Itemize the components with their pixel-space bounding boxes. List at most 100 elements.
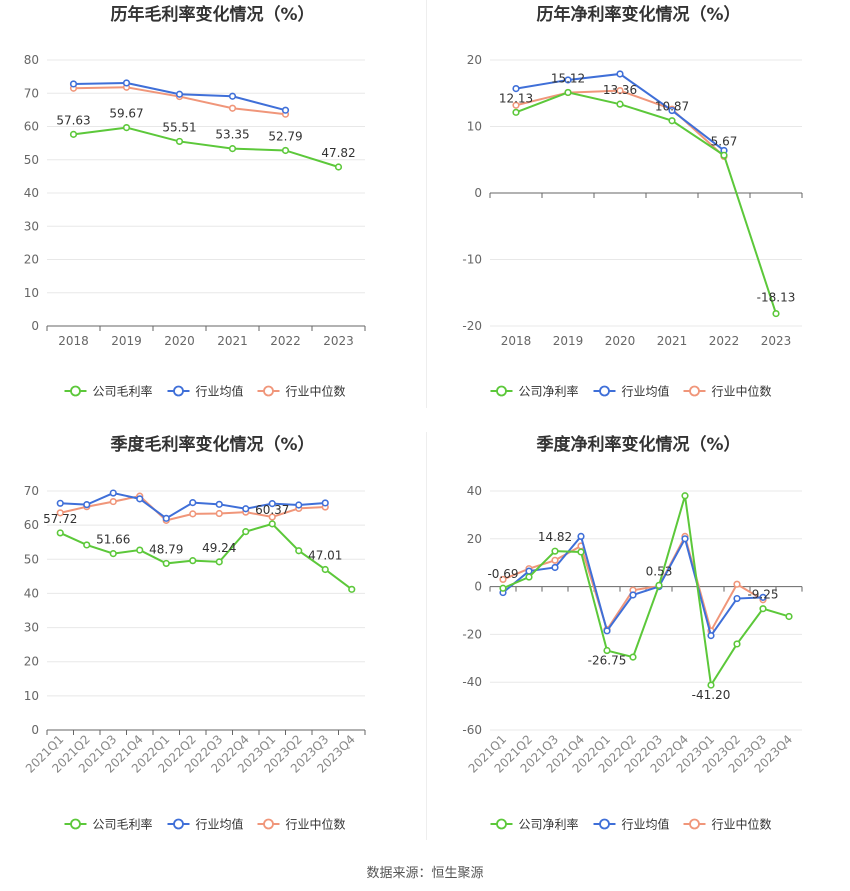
point-average [242, 505, 250, 513]
legend-item-median: 行业中位数 [257, 384, 346, 399]
data-label: -18.13 [757, 291, 796, 305]
chart-title: 历年毛利率变化情况（%） [110, 4, 314, 25]
legend-swatch-marker [263, 818, 274, 830]
legend-swatch-marker [70, 385, 81, 397]
legend-label: 行业均值 [196, 384, 244, 399]
y-tick-label: 40 [467, 484, 482, 498]
point-average [681, 535, 689, 543]
point-company [334, 163, 343, 171]
legend-label: 行业均值 [622, 817, 670, 832]
point-average [525, 567, 533, 575]
y-tick-label: 20 [24, 655, 39, 669]
point-average [122, 79, 131, 87]
point-company [136, 546, 144, 554]
point-company [69, 130, 78, 138]
point-median [616, 86, 624, 95]
point-company [772, 309, 780, 318]
y-tick-label: 30 [24, 219, 39, 233]
chart-title: 季度净利率变化情况（%） [536, 434, 740, 455]
data-label: 48.79 [149, 542, 183, 556]
point-average [564, 76, 572, 84]
point-company [215, 558, 223, 566]
data-label: 10.87 [655, 100, 689, 114]
point-company [268, 520, 276, 528]
y-tick-label: 20 [467, 53, 482, 67]
data-label: 5.67 [711, 134, 738, 148]
y-tick-label: -10 [462, 253, 482, 267]
chart-quarterly-gross: 季度毛利率变化情况（%）0102030405060702021Q12021Q22… [23, 434, 366, 832]
point-company [189, 557, 197, 565]
data-label: 59.67 [109, 107, 143, 121]
point-average [707, 631, 715, 640]
legend-item-average: 行业均值 [167, 384, 244, 399]
data-label: 51.66 [96, 533, 130, 547]
legend-label: 行业均值 [622, 384, 670, 399]
legend-swatch-marker [496, 818, 507, 830]
chart-quarterly-net: 季度净利率变化情况（%）-60-40-20020402021Q12021Q220… [462, 434, 803, 832]
data-label: 57.63 [56, 113, 90, 127]
x-tick-label: 2019 [553, 334, 584, 348]
point-company [733, 640, 741, 648]
data-label: -26.75 [588, 654, 627, 668]
y-tick-label: 10 [24, 286, 39, 300]
point-company [720, 151, 728, 159]
point-company [551, 547, 559, 555]
point-company [175, 137, 184, 146]
divider-top [426, 0, 427, 408]
legend-item-median: 行业中位数 [683, 817, 772, 832]
point-average [162, 514, 170, 522]
y-tick-label: 50 [24, 153, 39, 167]
point-average [512, 84, 520, 93]
point-company [109, 550, 117, 558]
data-label: 57.72 [43, 512, 77, 526]
y-tick-label: 0 [31, 319, 39, 333]
y-tick-label: -20 [462, 627, 482, 641]
y-tick-label: 10 [24, 689, 39, 703]
y-tick-label: 40 [24, 586, 39, 600]
point-average [175, 90, 184, 98]
legend-label: 公司净利率 [519, 384, 579, 399]
legend-item-average: 行业均值 [593, 817, 670, 832]
point-average [189, 499, 197, 507]
legend-item-company: 公司净利率 [490, 817, 579, 832]
data-label: -0.69 [487, 567, 518, 581]
point-average [577, 532, 585, 541]
y-tick-label: 50 [24, 552, 39, 566]
legend-label: 公司毛利率 [93, 384, 153, 399]
series-line-company [73, 126, 339, 168]
data-label: 47.82 [321, 146, 355, 160]
y-tick-label: 0 [474, 580, 482, 594]
legend-item-average: 行业均值 [167, 817, 244, 832]
point-average [551, 563, 559, 572]
point-company [603, 646, 611, 655]
series-line-company [59, 522, 353, 591]
point-company [707, 681, 715, 689]
point-median [268, 513, 276, 521]
data-label: 15.12 [551, 71, 585, 85]
point-average [321, 499, 329, 507]
legend-label: 公司毛利率 [93, 817, 153, 832]
point-company [577, 548, 585, 556]
data-label: 49.24 [202, 541, 236, 555]
point-average [603, 627, 611, 635]
point-company [242, 528, 250, 536]
legend-swatch-marker [496, 385, 507, 397]
point-average [629, 591, 637, 599]
point-median [189, 510, 197, 518]
legend-swatch-marker [599, 818, 610, 830]
x-tick-label: 2023 [323, 334, 354, 348]
point-company [162, 559, 170, 568]
point-average [228, 92, 237, 100]
legend-swatch-marker [173, 385, 184, 397]
legend-item-average: 行业均值 [593, 384, 670, 399]
point-average [295, 501, 303, 509]
chart-title: 季度毛利率变化情况（%） [110, 434, 314, 455]
point-median [228, 104, 237, 112]
y-tick-label: 0 [474, 186, 482, 200]
y-tick-label: 70 [24, 484, 39, 498]
y-tick-label: 20 [467, 532, 482, 546]
y-tick-label: 20 [24, 253, 39, 267]
point-company [616, 100, 624, 108]
x-tick-label: 2022 [709, 334, 740, 348]
y-tick-label: -60 [462, 723, 482, 737]
